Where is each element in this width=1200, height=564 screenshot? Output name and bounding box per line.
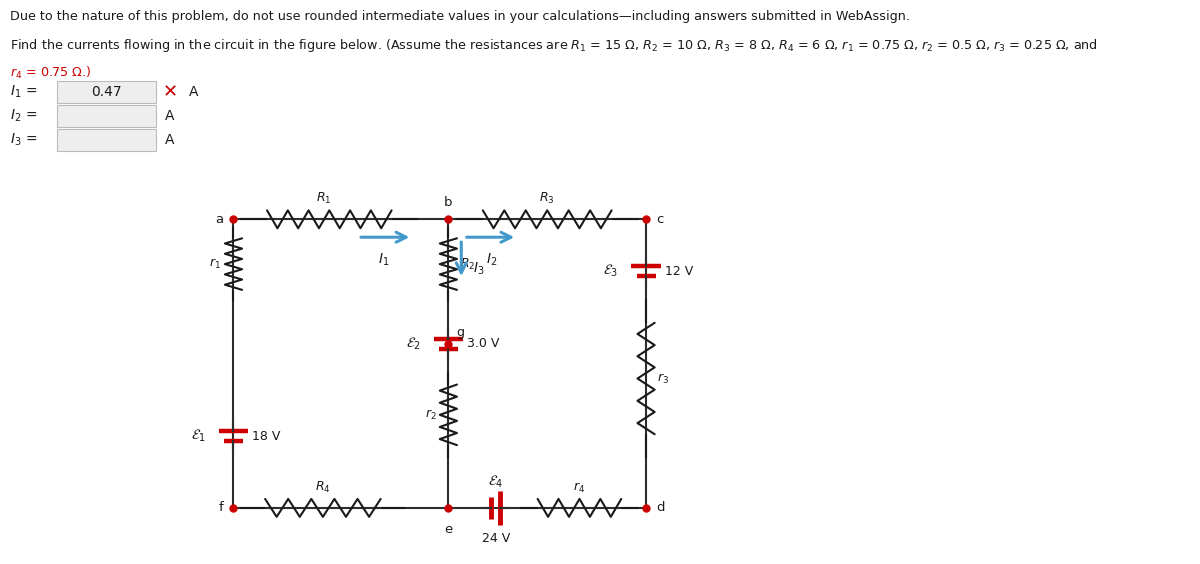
Text: 0.47: 0.47 bbox=[91, 85, 122, 99]
Text: Due to the nature of this problem, do not use rounded intermediate values in you: Due to the nature of this problem, do no… bbox=[10, 10, 910, 23]
Text: a: a bbox=[215, 213, 223, 226]
Text: $I_2$ =: $I_2$ = bbox=[10, 108, 37, 124]
Text: f: f bbox=[218, 501, 223, 514]
Text: $I_2$: $I_2$ bbox=[486, 251, 497, 267]
Text: b: b bbox=[444, 196, 452, 209]
Text: $\mathcal{E}_4$: $\mathcal{E}_4$ bbox=[488, 474, 503, 490]
Text: A: A bbox=[188, 85, 198, 99]
FancyBboxPatch shape bbox=[58, 105, 156, 127]
Text: $R_3$: $R_3$ bbox=[540, 191, 556, 206]
Text: ✕: ✕ bbox=[163, 83, 178, 101]
FancyBboxPatch shape bbox=[58, 81, 156, 103]
Text: e: e bbox=[444, 523, 452, 536]
Text: $r_4$: $r_4$ bbox=[574, 481, 586, 495]
Text: $r_2$: $r_2$ bbox=[425, 408, 437, 422]
Text: A: A bbox=[164, 109, 174, 123]
Text: $R_4$: $R_4$ bbox=[316, 480, 331, 495]
Text: 3.0 V: 3.0 V bbox=[467, 337, 499, 350]
Text: $R_1$: $R_1$ bbox=[316, 191, 331, 206]
FancyBboxPatch shape bbox=[58, 129, 156, 151]
Text: A: A bbox=[164, 133, 174, 147]
Text: 18 V: 18 V bbox=[252, 430, 281, 443]
Text: $\mathcal{E}_1$: $\mathcal{E}_1$ bbox=[191, 428, 206, 444]
Text: $\mathcal{E}_2$: $\mathcal{E}_2$ bbox=[406, 336, 421, 352]
Text: $I_3$ =: $I_3$ = bbox=[10, 131, 37, 148]
Text: $I_1$: $I_1$ bbox=[378, 251, 390, 267]
Text: $R_2$: $R_2$ bbox=[461, 257, 475, 272]
Text: g: g bbox=[456, 326, 464, 339]
Text: $I_3$: $I_3$ bbox=[473, 261, 485, 277]
Text: c: c bbox=[656, 213, 664, 226]
Text: d: d bbox=[656, 501, 665, 514]
Text: $r_1$: $r_1$ bbox=[209, 257, 221, 271]
Text: 12 V: 12 V bbox=[665, 265, 694, 277]
Text: $I_1$ =: $I_1$ = bbox=[10, 83, 37, 100]
Text: 24 V: 24 V bbox=[481, 532, 510, 545]
Text: $r_4$ = 0.75 $\Omega$.): $r_4$ = 0.75 $\Omega$.) bbox=[10, 65, 91, 81]
Text: $r_3$: $r_3$ bbox=[658, 372, 670, 386]
Text: $\mathcal{E}_3$: $\mathcal{E}_3$ bbox=[604, 263, 618, 279]
Text: Find the currents flowing in the circuit in the figure below. (Assume the resist: Find the currents flowing in the circuit… bbox=[10, 37, 1098, 54]
